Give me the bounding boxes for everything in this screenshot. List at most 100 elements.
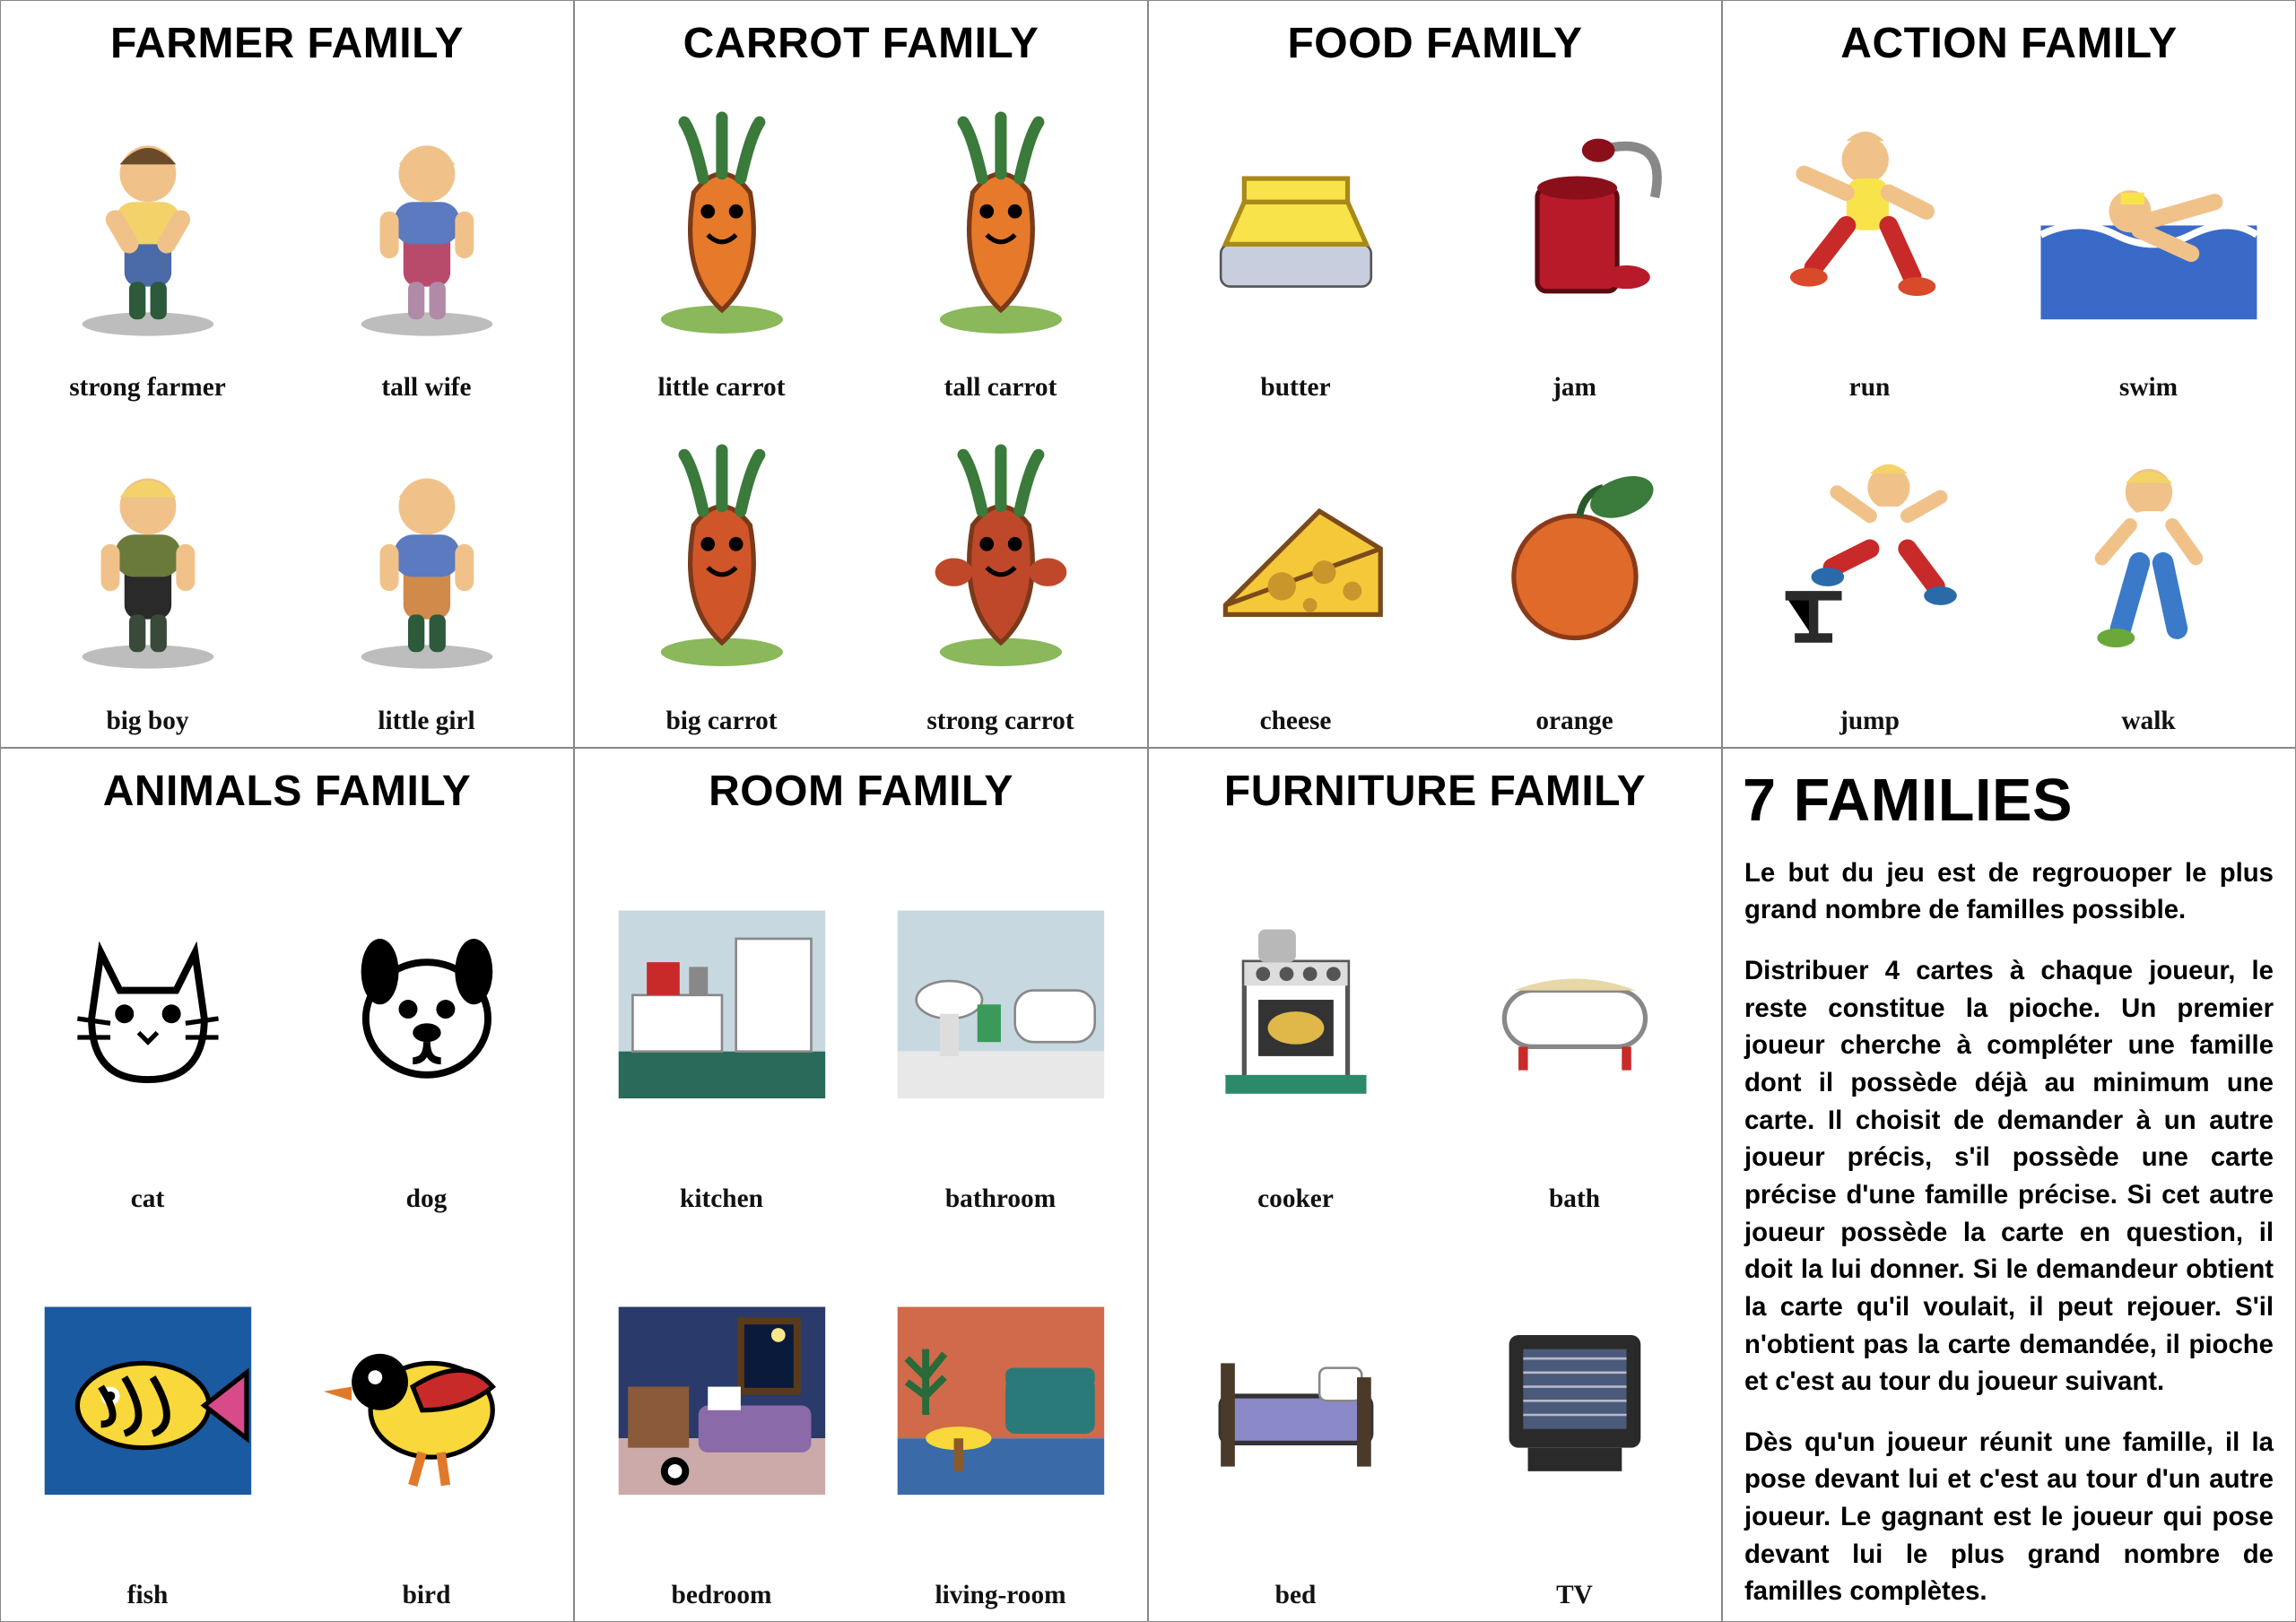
cards-action: run swim jump walk (1739, 84, 2279, 736)
carrot-big-icon (591, 417, 852, 698)
carrot-strong-icon (870, 417, 1131, 698)
panel-title-room: ROOM FAMILY (591, 767, 1131, 816)
card-action-3: walk (2018, 417, 2279, 735)
walk-icon (2018, 417, 2279, 698)
card-food-1: jam (1444, 84, 1705, 403)
cards-animals: cat dog fish bird (17, 832, 557, 1610)
card-label-furniture-0: cooker (1257, 1184, 1334, 1214)
card-label-action-0: run (1849, 373, 1891, 403)
panel-food: FOOD FAMILY butter jam cheese orange (1148, 0, 1722, 748)
living-room-icon (870, 1228, 1131, 1574)
card-food-2: cheese (1165, 417, 1426, 735)
cat-icon (17, 832, 278, 1177)
card-label-carrot-2: big carrot (665, 707, 777, 736)
card-label-food-2: cheese (1260, 707, 1332, 736)
cards-furniture: cooker bath bed TV (1165, 832, 1705, 1610)
panel-farmer: FARMER FAMILY strong farmer tall wife bi… (0, 0, 574, 748)
cards-food: butter jam cheese orange (1165, 84, 1705, 736)
cards-carrot: little carrot tall carrot big carrot str… (591, 84, 1131, 736)
panel-rules: 7 FAMILIES Le but du jeu est de regrouope… (1722, 748, 2296, 1622)
cards-room: kitchen bathroom bedroom living-room (591, 832, 1131, 1610)
girl-little-icon (296, 417, 557, 698)
card-carrot-0: little carrot (591, 84, 852, 403)
rules-paragraph-0: Le but du jeu est de regrouoper le plus … (1744, 854, 2274, 929)
butter-icon (1165, 84, 1426, 366)
jam-icon (1444, 84, 1705, 366)
card-label-farmer-0: strong farmer (69, 373, 226, 403)
card-food-3: orange (1444, 417, 1705, 735)
card-label-food-0: butter (1260, 373, 1330, 403)
dog-icon (296, 832, 557, 1177)
card-animals-1: dog (296, 832, 557, 1214)
farmer-strong-icon (17, 84, 278, 366)
card-farmer-0: strong farmer (17, 84, 278, 403)
card-room-3: living-room (870, 1228, 1131, 1610)
panel-title-action: ACTION FAMILY (1739, 19, 2279, 68)
panel-furniture: FURNITURE FAMILYcookerbathbedTV (1148, 748, 1722, 1622)
card-label-carrot-1: tall carrot (944, 373, 1057, 403)
card-food-0: butter (1165, 84, 1426, 403)
card-animals-3: bird (296, 1228, 557, 1610)
panel-action: ACTION FAMILY run swim jump walk (1722, 0, 2296, 748)
carrot-tall-icon (870, 84, 1131, 366)
card-farmer-1: tall wife (296, 84, 557, 403)
card-label-action-2: jump (1839, 707, 1900, 736)
carrot-little-icon (591, 84, 852, 366)
fish-icon (17, 1228, 278, 1574)
card-label-carrot-0: little carrot (658, 373, 786, 403)
card-carrot-3: strong carrot (870, 417, 1131, 735)
wife-tall-icon (296, 84, 557, 366)
panel-carrot: CARROT FAMILY little carrot tall carrot … (574, 0, 1148, 748)
rules-body: Le but du jeu est de regrouoper le plus … (1739, 851, 2279, 1610)
card-label-animals-3: bird (403, 1581, 451, 1610)
card-furniture-1: bath (1444, 832, 1705, 1214)
card-furniture-3: TV (1444, 1228, 1705, 1610)
card-furniture-2: bed (1165, 1228, 1426, 1610)
card-label-food-1: jam (1552, 373, 1596, 403)
bird-icon (296, 1228, 557, 1574)
swim-icon (2018, 84, 2279, 366)
card-label-animals-2: fish (127, 1581, 169, 1610)
card-farmer-2: big boy (17, 417, 278, 735)
rules-paragraph-1: Distribuer 4 cartes à chaque joueur, le … (1744, 952, 2274, 1401)
bath-icon (1444, 832, 1705, 1177)
kitchen-icon (591, 832, 852, 1177)
run-icon (1739, 84, 2000, 366)
orange-icon (1444, 417, 1705, 698)
card-label-farmer-2: big boy (106, 707, 188, 736)
card-label-room-0: kitchen (680, 1184, 763, 1214)
card-farmer-3: little girl (296, 417, 557, 735)
card-label-farmer-3: little girl (378, 707, 474, 736)
tv-icon (1444, 1228, 1705, 1574)
rules-title: 7 FAMILIES (1739, 767, 2279, 835)
card-label-food-3: orange (1535, 707, 1613, 736)
panel-title-animals: ANIMALS FAMILY (17, 767, 557, 816)
bedroom-icon (591, 1228, 852, 1574)
card-label-furniture-3: TV (1556, 1581, 1593, 1610)
jump-icon (1739, 417, 2000, 698)
cheese-icon (1165, 417, 1426, 698)
card-label-animals-1: dog (406, 1184, 448, 1214)
card-carrot-1: tall carrot (870, 84, 1131, 403)
panel-title-farmer: FARMER FAMILY (17, 19, 557, 68)
families-grid: FARMER FAMILY strong farmer tall wife bi… (0, 0, 2296, 1622)
card-label-room-2: bedroom (672, 1581, 772, 1610)
card-label-action-3: walk (2121, 707, 2175, 736)
panel-title-carrot: CARROT FAMILY (591, 19, 1131, 68)
boy-big-icon (17, 417, 278, 698)
card-room-2: bedroom (591, 1228, 852, 1610)
card-room-0: kitchen (591, 832, 852, 1214)
cooker-icon (1165, 832, 1426, 1177)
card-animals-0: cat (17, 832, 278, 1214)
bed-icon (1165, 1228, 1426, 1574)
panel-room: ROOM FAMILY kitchen bathroom bedroom living-… (574, 748, 1148, 1622)
panel-animals: ANIMALS FAMILY cat dog fish bird (0, 748, 574, 1622)
panel-title-food: FOOD FAMILY (1165, 19, 1705, 68)
card-action-1: swim (2018, 84, 2279, 403)
card-label-room-1: bathroom (945, 1184, 1056, 1214)
bathroom-icon (870, 832, 1131, 1177)
card-furniture-0: cooker (1165, 832, 1426, 1214)
card-label-furniture-1: bath (1549, 1184, 1600, 1214)
card-action-2: jump (1739, 417, 2000, 735)
card-label-animals-0: cat (131, 1184, 164, 1214)
